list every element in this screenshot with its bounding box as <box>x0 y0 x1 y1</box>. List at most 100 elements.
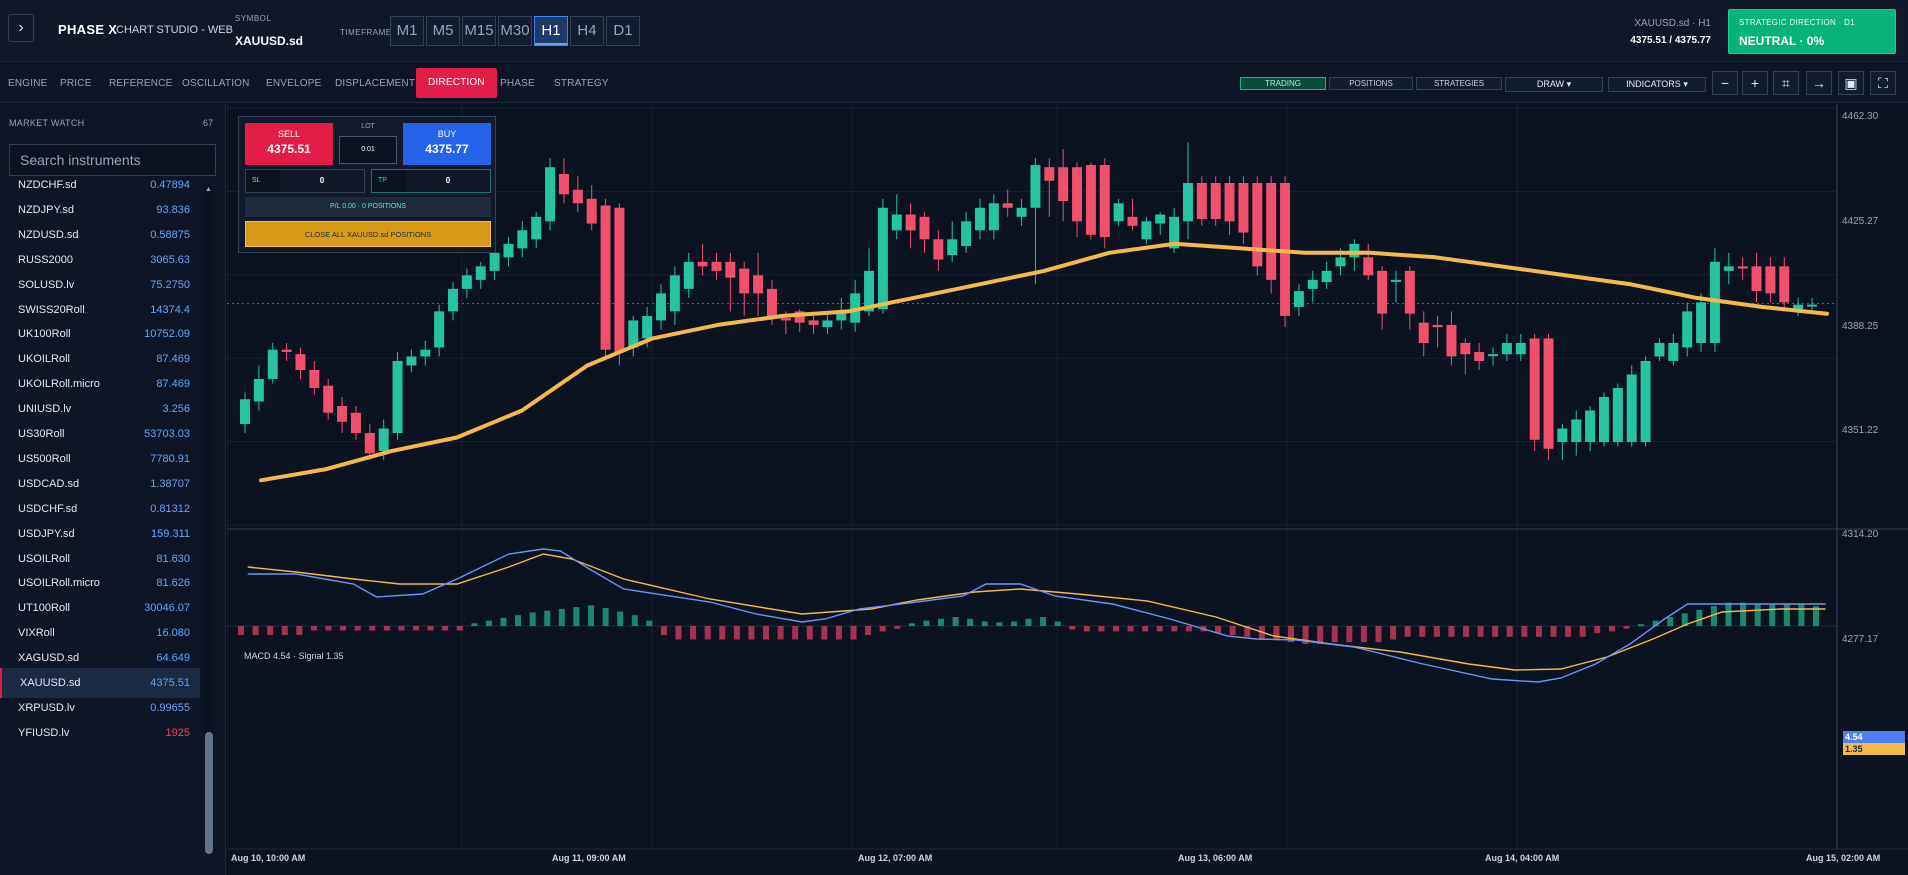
take-profit-field[interactable]: TP 0 <box>371 169 491 193</box>
scroll-up-icon[interactable]: ▲ <box>205 186 212 193</box>
instrument-name: UKOILRoll.micro <box>18 378 100 391</box>
macd-histogram-bar <box>952 617 959 626</box>
sell-price: 4375.51 <box>267 142 311 156</box>
instrument-row[interactable]: US30Roll 53703.03 <box>0 419 200 449</box>
draw-dropdown[interactable]: DRAW ▾ <box>1505 77 1603 92</box>
timeframe-m1[interactable]: M1 <box>390 16 424 46</box>
instrument-row[interactable]: RUSS2000 3065.63 <box>0 245 200 275</box>
close-all-positions-button[interactable]: CLOSE ALL XAUUSD.sd POSITIONS <box>245 221 491 247</box>
instrument-row[interactable]: VIXRoll 16.080 <box>0 618 200 648</box>
macd-histogram-bar <box>1579 626 1586 637</box>
instrument-row[interactable]: USDCHF.sd 0.81312 <box>0 494 200 524</box>
timeframe-selector: M1 M5 M15 M30 H1 H4 D1 <box>390 16 640 46</box>
positions-toggle[interactable]: POSITIONS <box>1329 77 1413 90</box>
fullscreen-button[interactable]: ⛶ <box>1870 71 1896 95</box>
instrument-row[interactable]: UKOILRoll.micro 87.469 <box>0 369 200 399</box>
price-chart[interactable] <box>226 104 1908 875</box>
pl-status: P/L 0.00 · 0 POSITIONS <box>245 197 491 217</box>
instrument-name: UK100Roll <box>18 328 71 341</box>
instrument-row[interactable]: XAGUSD.sd 64.649 <box>0 643 200 673</box>
nav-envelope[interactable]: ENVELOPE <box>266 78 322 89</box>
candle-body <box>822 320 833 328</box>
zoom-out-button[interactable]: − <box>1712 71 1738 95</box>
instrument-row[interactable]: USDCAD.sd 1.38707 <box>0 469 200 499</box>
instrument-row[interactable]: USOILRoll.micro 81.626 <box>0 568 200 598</box>
macd-histogram-bar <box>1506 626 1513 637</box>
candle-body <box>1196 183 1207 220</box>
macd-histogram-bar <box>1696 609 1703 626</box>
caret-down-icon: ▾ <box>1683 79 1688 89</box>
instrument-name: USOILRoll <box>18 552 70 565</box>
candle-body <box>1058 167 1069 202</box>
stop-loss-field[interactable]: SL 0 <box>245 169 365 193</box>
menu-toggle-button[interactable]: › <box>8 14 34 42</box>
macd-histogram-bar <box>1244 626 1251 637</box>
instrument-row[interactable]: YFIUSD.lv 1925 <box>0 718 200 748</box>
timeframe-h1[interactable]: H1 <box>534 16 568 46</box>
nav-strategy[interactable]: STRATEGY <box>554 78 609 89</box>
trading-toggle[interactable]: TRADING <box>1240 77 1326 90</box>
candle-body <box>1127 216 1138 226</box>
timeframe-m15[interactable]: M15 <box>462 16 496 46</box>
nav-phase[interactable]: PHASE <box>500 78 535 89</box>
chart-area[interactable] <box>226 104 1908 875</box>
candle-body <box>974 207 985 231</box>
instrument-row[interactable]: USDJPY.sd 159.311 <box>0 519 200 549</box>
instrument-row[interactable]: USOILRoll 81.630 <box>0 544 200 574</box>
instrument-row[interactable]: NZDUSD.sd 0.58875 <box>0 220 200 250</box>
candle-body <box>1543 338 1554 449</box>
candle-body <box>1044 167 1055 181</box>
strategies-toggle[interactable]: STRATEGIES <box>1416 77 1502 90</box>
sl-value[interactable]: 0 <box>280 170 364 192</box>
instrument-row[interactable]: UNIUSD.lv 3.256 <box>0 394 200 424</box>
tp-value[interactable]: 0 <box>406 170 490 192</box>
sell-button[interactable]: SELL 4375.51 <box>245 123 333 165</box>
candle-body <box>1072 167 1083 222</box>
nav-price[interactable]: PRICE <box>60 78 92 89</box>
instrument-row[interactable]: UKOILRoll 87.469 <box>0 344 200 374</box>
snapshot-button[interactable]: ▣ <box>1838 71 1864 95</box>
scrollbar-thumb[interactable] <box>205 732 213 854</box>
candle-body <box>1016 207 1027 217</box>
nav-direction[interactable]: DIRECTION <box>416 68 497 98</box>
instrument-row[interactable]: SWISS20Roll 14374.4 <box>0 295 200 325</box>
timeframe-m30[interactable]: M30 <box>498 16 532 46</box>
macd-histogram-bar <box>821 626 828 640</box>
instrument-row[interactable]: UK100Roll 10752.09 <box>0 319 200 349</box>
lot-input[interactable]: 0.01 <box>339 136 397 164</box>
search-input[interactable] <box>9 144 216 176</box>
crop-button[interactable]: ⌗ <box>1773 71 1799 95</box>
indicators-dropdown[interactable]: INDICATORS ▾ <box>1608 77 1706 92</box>
scroll-right-button[interactable]: → <box>1806 71 1832 95</box>
instrument-row[interactable]: UT100Roll 30046.07 <box>0 593 200 623</box>
instrument-scrollbar[interactable]: ▲ <box>204 184 214 854</box>
buy-button[interactable]: BUY 4375.77 <box>403 123 491 165</box>
instrument-price: 93.836 <box>156 203 190 216</box>
candle-body <box>378 428 389 452</box>
nav-reference[interactable]: REFERENCE <box>109 78 173 89</box>
instrument-row[interactable]: NZDCHF.sd 0.47894 <box>0 180 200 200</box>
candle-body <box>1460 342 1471 355</box>
macd-histogram-bar <box>981 621 988 626</box>
instrument-row[interactable]: US500Roll 7780.91 <box>0 444 200 474</box>
candle-body <box>614 207 625 352</box>
zoom-in-button[interactable]: + <box>1742 71 1768 95</box>
instrument-row[interactable]: NZDJPY.sd 93.836 <box>0 195 200 225</box>
instrument-row[interactable]: SOLUSD.lv 75.2750 <box>0 270 200 300</box>
instrument-row[interactable]: XRPUSD.lv 0.99655 <box>0 693 200 723</box>
timeframe-d1[interactable]: D1 <box>606 16 640 46</box>
nav-displacement[interactable]: DISPLACEMENT <box>335 78 416 89</box>
candle-body <box>1155 214 1166 224</box>
instrument-row[interactable]: XAUUSD.sd 4375.51 <box>0 668 200 698</box>
signal-value-tag: 1.35 <box>1843 743 1905 755</box>
instrument-price: 81.626 <box>156 577 190 590</box>
candle-body <box>461 275 472 289</box>
macd-histogram-bar <box>1302 626 1309 644</box>
symbol-value[interactable]: XAUUSD.sd <box>235 34 304 48</box>
timeframe-m5[interactable]: M5 <box>426 16 460 46</box>
instrument-price: 16.080 <box>156 627 190 640</box>
macd-histogram-bar <box>748 626 755 640</box>
timeframe-h4[interactable]: H4 <box>570 16 604 46</box>
macd-histogram-bar <box>908 623 915 626</box>
nav-oscillation[interactable]: OSCILLATION <box>182 78 250 89</box>
